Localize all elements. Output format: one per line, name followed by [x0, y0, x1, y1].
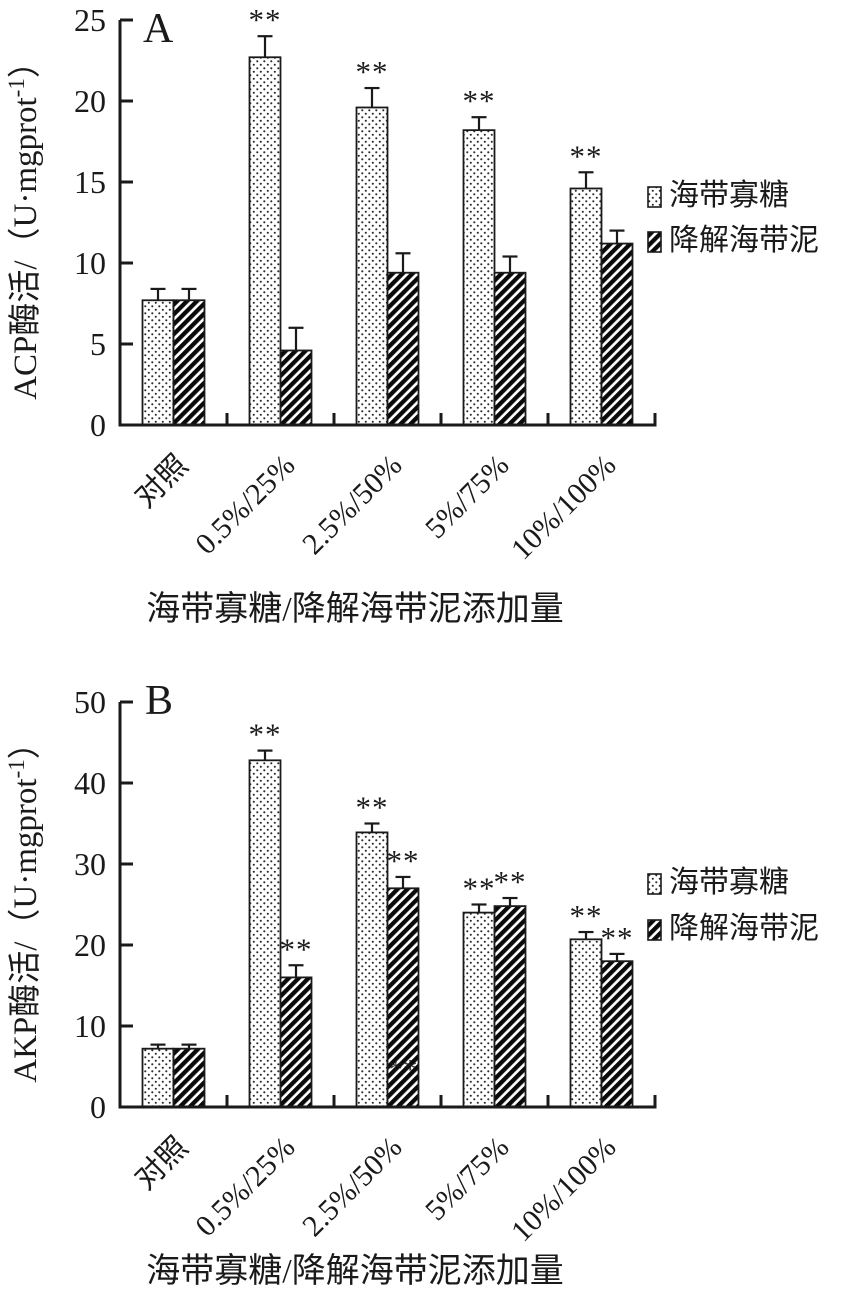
bar-hatch — [279, 349, 313, 426]
x-tick-label: 对照 — [129, 1131, 195, 1197]
y-tick-label: 40 — [74, 765, 106, 801]
chart-panel-b: ******************01020304050对照0.5%/25%2… — [4, 678, 819, 1290]
y-tick-label: 0 — [90, 1089, 106, 1125]
bar-hatch — [279, 976, 313, 1108]
sig-marker: ** — [356, 54, 389, 89]
bar-dots — [355, 831, 389, 1108]
bar-hatch — [600, 242, 634, 426]
bar-dots — [355, 106, 389, 426]
bar-dots — [462, 911, 496, 1108]
y-tick-label: 30 — [74, 846, 106, 882]
x-axis-label: 海带寡糖/降解海带泥添加量 — [146, 590, 563, 628]
bar-dots — [569, 938, 603, 1108]
legend-swatch-hatch — [647, 231, 662, 253]
y-tick-label: 0 — [90, 407, 106, 443]
bar-dots — [569, 187, 603, 426]
x-tick-label: 0.5%/25% — [189, 1131, 301, 1243]
sig-marker: ** — [570, 898, 603, 933]
bar-hatch — [172, 1047, 206, 1108]
legend-label: 降解海带泥 — [669, 224, 819, 257]
stray-sig-marker: ** — [389, 1054, 418, 1086]
sig-marker: ** — [280, 931, 313, 966]
chart-panel-a: ** ** ** ** 0 5 10 15 20 25 对照0.5%/25%2.5%/50% 5%/7… — [4, 2, 819, 628]
bar-hatch — [386, 271, 420, 426]
x-tick-label: 10%/100% — [505, 1131, 623, 1249]
sig-marker: ** — [249, 717, 282, 752]
sig-marker: ** — [249, 2, 282, 37]
legend-label: 降解海带泥 — [669, 912, 819, 945]
plot-area-a: ** ** ** ** 0 5 10 15 20 25 对照0.5%/25%2.5%/50% 5%/7… — [4, 2, 819, 628]
bar-dots — [248, 56, 282, 426]
bar-dots — [141, 299, 175, 426]
y-tick-label: 15 — [74, 164, 106, 200]
y-axis-label: ACP酶活/（U·mgprot-1） — [4, 45, 44, 400]
y-tick-label: 25 — [74, 2, 106, 38]
sig-marker: ** — [463, 871, 496, 906]
bar-dots — [248, 759, 282, 1108]
x-tick-label: 2.5%/50% — [296, 449, 408, 561]
bar-hatch — [493, 905, 527, 1108]
panel-label: B — [145, 678, 173, 724]
bar-hatch — [493, 271, 527, 426]
x-axis-label: 海带寡糖/降解海带泥添加量 — [146, 1252, 563, 1290]
legend-swatch-dots — [647, 873, 662, 895]
bar-hatch — [172, 299, 206, 426]
y-tick-label: 20 — [74, 83, 106, 119]
x-tick-label: 0.5%/25% — [189, 449, 301, 561]
bar-hatch — [386, 887, 420, 1108]
bar-hatch — [600, 960, 634, 1108]
sig-marker: ** — [356, 790, 389, 825]
sig-marker: ** — [601, 920, 634, 955]
bar-dots — [462, 129, 496, 426]
sig-marker: ** — [387, 843, 420, 878]
y-tick-label: 20 — [74, 927, 106, 963]
x-tick-label: 5%/75% — [419, 449, 515, 545]
x-tick-label: 2.5%/50% — [296, 1131, 408, 1243]
x-tick-label: 5%/75% — [419, 1131, 515, 1227]
sig-marker: ** — [494, 864, 527, 899]
plot-area-b: ******************01020304050对照0.5%/25%2… — [4, 678, 819, 1290]
sig-marker: ** — [570, 138, 603, 173]
sig-marker: ** — [463, 83, 496, 118]
bar-dots — [141, 1047, 175, 1108]
legend-swatch-hatch — [647, 919, 662, 941]
legend-swatch-dots — [647, 186, 662, 208]
y-tick-label: 50 — [74, 684, 106, 720]
y-axis-label: AKP酶活/（U·mgprot-1） — [4, 726, 44, 1083]
legend-label: 海带寡糖 — [669, 179, 789, 212]
y-tick-label: 5 — [90, 326, 106, 362]
x-tick-label: 10%/100% — [505, 449, 623, 567]
x-tick-label: 对照 — [129, 449, 195, 515]
legend-label: 海带寡糖 — [669, 866, 789, 899]
y-tick-label: 10 — [74, 1008, 106, 1044]
panel-label: A — [143, 6, 174, 52]
y-tick-label: 10 — [74, 245, 106, 281]
